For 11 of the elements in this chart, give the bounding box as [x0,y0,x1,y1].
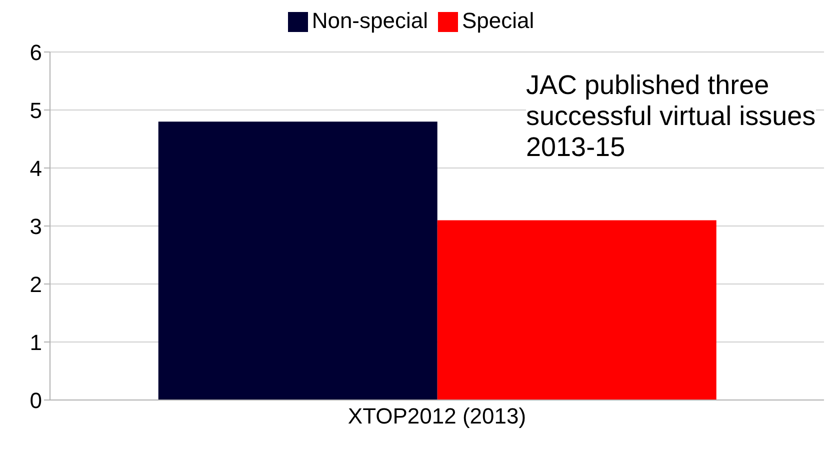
y-tick-label: 0 [30,388,42,413]
legend-label: Special [462,8,534,33]
y-tick-label: 5 [30,98,42,123]
x-tick-label: XTOP2012 (2013) [348,404,526,429]
y-tick-label: 3 [30,214,42,239]
y-tick-label: 4 [30,156,42,181]
annotation: JAC published three successful virtual issues 2013-15 [526,70,816,163]
y-tick-label: 1 [30,330,42,355]
y-tick-label: 6 [30,40,42,65]
y-tick-label: 2 [30,272,42,297]
legend-label: Non-special [312,8,428,33]
